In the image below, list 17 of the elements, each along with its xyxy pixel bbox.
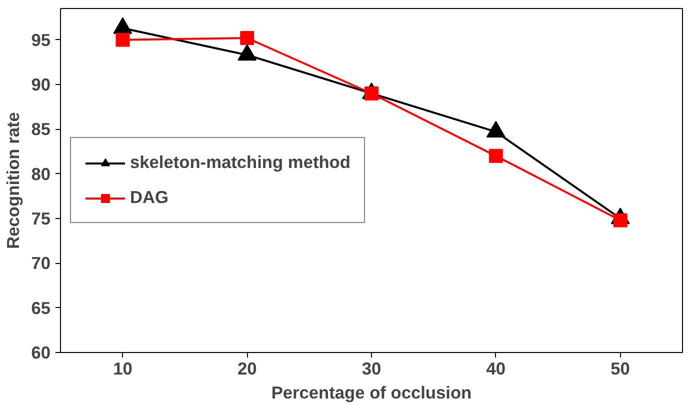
y-tick-label: 60 — [31, 342, 51, 362]
y-tick-label: 85 — [31, 119, 51, 140]
legend-label: skeleton-matching method — [130, 152, 350, 173]
y-tick-label: 80 — [31, 164, 51, 184]
x-axis-title: Percentage of occlusion — [271, 382, 472, 402]
y-tick-label: 70 — [31, 253, 51, 274]
y-tick-label: 90 — [31, 74, 51, 94]
y-tick-label: 95 — [31, 30, 51, 50]
y-axis-title: Recognition rate — [3, 112, 24, 249]
x-tick-label: 10 — [113, 358, 132, 378]
legend-label: DAG — [130, 187, 169, 208]
x-tick-label: 40 — [486, 358, 506, 378]
x-tick-label: 50 — [610, 358, 630, 378]
y-tick-label: 65 — [31, 298, 51, 318]
y-tick-label: 75 — [31, 208, 51, 228]
x-tick-label: 20 — [237, 358, 257, 378]
x-tick-label: 30 — [362, 358, 382, 378]
